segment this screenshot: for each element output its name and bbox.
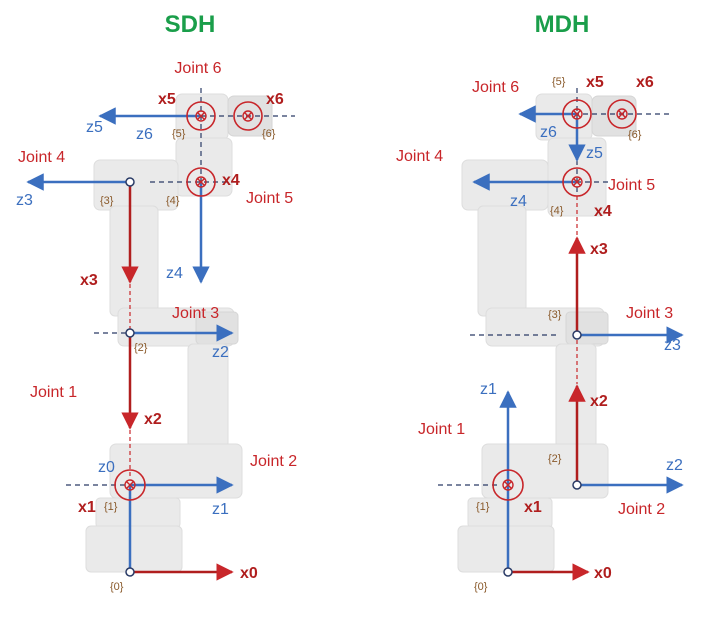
mdh-x4-label: x4 [594, 203, 612, 220]
mdh-z2-label: z2 [666, 457, 683, 474]
mdh-joint1-label: Joint 1 [418, 421, 465, 438]
mdh-frame0-origin-icon [503, 567, 513, 577]
mdh-frame6-circle-icon [607, 99, 637, 129]
sdh-frame2-label: {2} [134, 342, 148, 354]
mdh-x1-label: x1 [524, 499, 542, 516]
mdh-frame5-label: {5} [552, 76, 566, 88]
mdh-z6-label: z6 [540, 124, 557, 141]
sdh-frame6-label: {6} [262, 128, 276, 140]
mdh-z5-label: z5 [586, 145, 603, 162]
sdh-z3-label: z3 [16, 192, 33, 209]
mdh-panel: MDH [396, 11, 684, 593]
sdh-z6-label: z6 [136, 126, 153, 143]
sdh-joint6-label: Joint 6 [174, 60, 221, 77]
sdh-frame1-circle-icon [114, 469, 146, 501]
sdh-panel: SDH [16, 11, 297, 593]
sdh-frame0-origin-icon [125, 567, 135, 577]
sdh-robot-silhouette [85, 93, 273, 573]
mdh-z1-label: z1 [480, 381, 497, 398]
sdh-joint1-label: Joint 1 [30, 384, 77, 401]
sdh-z0-label: z0 [98, 459, 115, 476]
sdh-joint3-label: Joint 3 [172, 305, 219, 322]
mdh-frame2-origin-icon [572, 480, 582, 490]
sdh-frame1-label: {1} [104, 501, 118, 513]
sdh-x4-label: x4 [222, 172, 240, 189]
mdh-x2-label: x2 [590, 393, 608, 410]
sdh-z4-label: z4 [166, 265, 183, 282]
sdh-z5-label: z5 [86, 119, 103, 136]
mdh-frame1-label: {1} [476, 501, 490, 513]
sdh-joint2-label: Joint 2 [250, 453, 297, 470]
sdh-x1-label: x1 [78, 499, 96, 516]
mdh-frame0-label: {0} [474, 581, 488, 593]
sdh-frame4-circle-icon [186, 167, 216, 197]
sdh-x0-label: x0 [240, 565, 258, 582]
mdh-joint6-label: Joint 6 [472, 79, 519, 96]
sdh-frame6-circle-icon [233, 101, 263, 131]
sdh-frame2-origin-icon [125, 328, 135, 338]
sdh-frame5-label: {5} [172, 128, 186, 140]
sdh-z2-label: z2 [212, 344, 229, 361]
mdh-z4-label: z4 [510, 193, 527, 210]
mdh-z3-label: z3 [664, 337, 681, 354]
sdh-z1-label: z1 [212, 501, 229, 518]
mdh-frame3-origin-icon [572, 330, 582, 340]
mdh-frame4-label: {4} [550, 205, 564, 217]
mdh-x6-label: x6 [636, 74, 654, 91]
sdh-frame3-origin-icon [125, 177, 135, 187]
sdh-frame4-label: {4} [166, 195, 180, 207]
mdh-joint3-label: Joint 3 [626, 305, 673, 322]
mdh-frame4-circle-icon [562, 167, 592, 197]
sdh-frame0-label: {0} [110, 581, 124, 593]
mdh-frame6-label: {6} [628, 129, 642, 141]
mdh-x0-label: x0 [594, 565, 612, 582]
sdh-x3-label: x3 [80, 272, 98, 289]
sdh-frame3-label: {3} [100, 195, 114, 207]
sdh-joint4-label: Joint 4 [18, 149, 65, 166]
sdh-x2-label: x2 [144, 411, 162, 428]
sdh-frame5-circle-icon [186, 101, 216, 131]
sdh-x6-label: x6 [266, 91, 284, 108]
mdh-frame1-circle-icon [492, 469, 524, 501]
sdh-x5-label: x5 [158, 91, 176, 108]
mdh-frame3-label: {3} [548, 309, 562, 321]
mdh-title: MDH [535, 11, 590, 38]
mdh-frame2-label: {2} [548, 453, 562, 465]
sdh-title: SDH [165, 11, 216, 38]
mdh-joint2-label: Joint 2 [618, 501, 665, 518]
mdh-x5-label: x5 [586, 74, 604, 91]
mdh-joint5-label: Joint 5 [608, 177, 655, 194]
mdh-frame5-circle-icon [562, 99, 592, 129]
sdh-joint5-label: Joint 5 [246, 190, 293, 207]
mdh-joint4-label: Joint 4 [396, 148, 443, 165]
mdh-x3-label: x3 [590, 241, 608, 258]
